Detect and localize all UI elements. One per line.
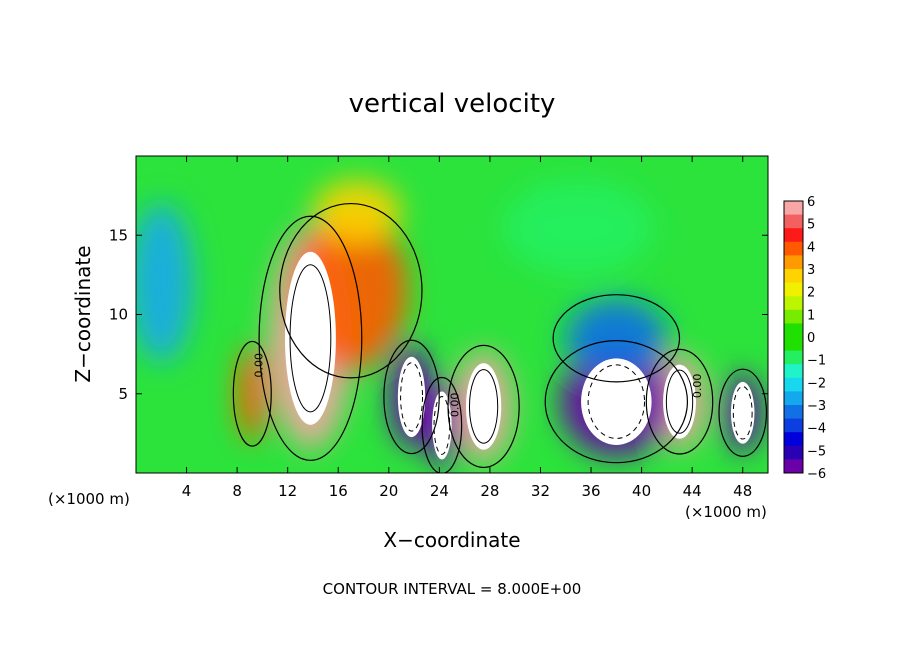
contour-label: 0.00 <box>448 393 461 418</box>
saturated-core <box>581 358 652 445</box>
contour-line <box>587 364 646 439</box>
x-tick-label: 8 <box>232 482 242 500</box>
saturated-core <box>465 363 502 450</box>
colorbar-tick-label: 4 <box>807 240 815 255</box>
x-tick-label: 24 <box>430 482 449 500</box>
colorbar-swatch <box>784 432 803 447</box>
saturated-core <box>663 364 696 439</box>
y-tick-label: 5 <box>118 385 128 403</box>
colorbar-swatch <box>784 214 803 229</box>
field-cell <box>136 203 193 363</box>
colorbar-tick-label: −3 <box>807 399 826 414</box>
y-tick-label: 15 <box>109 226 128 244</box>
y-axis-label: Z−coordinate <box>71 245 95 382</box>
zero-contour <box>383 339 440 455</box>
x-tick-label: 20 <box>379 482 398 500</box>
y-axis: 5 10 15 <box>109 226 768 403</box>
plot-area: 0.00 0.00 0.00 <box>136 156 768 473</box>
colorbar-swatch <box>784 296 803 311</box>
colorbar-swatch <box>784 459 803 474</box>
saturated-core <box>397 356 426 438</box>
colorbar-tick-label: 6 <box>807 195 815 210</box>
colorbar-swatch <box>784 282 803 297</box>
chart-title: vertical velocity <box>349 89 556 119</box>
contour-lines: 0.00 0.00 0.00 <box>232 202 768 473</box>
colorbar-swatch <box>784 405 803 420</box>
colorbar-swatch <box>784 255 803 270</box>
x-tick-label: 16 <box>329 482 348 500</box>
colorbar-frame <box>783 200 804 474</box>
contour-line <box>289 264 332 413</box>
field-cell <box>312 179 402 244</box>
x-tick-label: 48 <box>733 482 752 500</box>
colorbar-swatch <box>784 269 803 284</box>
colorbar-swatch <box>784 418 803 433</box>
contour-label: 0.00 <box>691 374 704 399</box>
colorbar-swatch <box>784 337 803 352</box>
x-axis: 4 8 12 16 20 24 28 32 36 40 44 48 <box>182 156 752 500</box>
x-tick-label: 28 <box>480 482 499 500</box>
colorbar-tick-label: −1 <box>807 354 826 369</box>
x-tick-label: 12 <box>278 482 297 500</box>
colorbar-swatch <box>784 391 803 406</box>
y-tick-label: 10 <box>109 306 128 324</box>
contour-line <box>400 362 424 432</box>
colorbar-tick-label: −5 <box>807 444 826 459</box>
x-unit-right: (×1000 m) <box>685 503 767 521</box>
contour-line <box>468 369 499 444</box>
x-unit-left: (×1000 m) <box>48 490 130 508</box>
zero-contour <box>544 340 689 464</box>
colorbar-tick-label: −4 <box>807 422 826 437</box>
colorbar-tick-label: 0 <box>807 331 815 346</box>
zero-contour <box>232 340 272 447</box>
colorbar-swatch <box>784 377 803 392</box>
x-tick-label: 40 <box>632 482 651 500</box>
contour-interval-note: CONTOUR INTERVAL = 8.000E+00 <box>323 580 582 598</box>
colorbar-tick-label: −6 <box>807 467 826 482</box>
colorbar: 6 5 4 3 2 1 0 −1 −2 −3 −4 −5 −6 <box>783 195 826 482</box>
x-axis-label: X−coordinate <box>383 528 520 552</box>
colorbar-swatch <box>784 445 803 460</box>
colorbar-swatch <box>784 241 803 256</box>
colorbar-swatch <box>784 201 803 216</box>
colorbar-swatch <box>784 228 803 243</box>
colorbar-tick-label: 2 <box>807 286 815 301</box>
saturated-core <box>730 381 755 444</box>
zero-contour <box>645 348 714 455</box>
colorbar-tick-label: −2 <box>807 376 826 391</box>
saturated-core <box>432 391 452 460</box>
field-cell <box>237 346 268 442</box>
contour-label: 0.00 <box>252 353 265 378</box>
x-tick-label: 4 <box>182 482 192 500</box>
zero-contour <box>718 368 768 457</box>
velocity-field <box>136 179 762 470</box>
x-tick-label: 32 <box>531 482 550 500</box>
contour-line <box>665 369 694 434</box>
contour-line <box>732 385 753 440</box>
field-cell <box>502 179 655 275</box>
colorbar-tick-label: 5 <box>807 218 815 233</box>
colorbar-tick-label: 3 <box>807 263 815 278</box>
saturated-core <box>284 251 336 425</box>
colorbar-swatch <box>784 350 803 365</box>
field-cell <box>565 298 667 378</box>
x-tick-label: 36 <box>581 482 600 500</box>
zero-contour <box>447 344 520 469</box>
x-tick-label: 44 <box>683 482 702 500</box>
colorbar-swatch <box>784 309 803 324</box>
colorbar-swatch <box>784 323 803 338</box>
colorbar-tick-label: 1 <box>807 308 815 323</box>
zero-contour <box>279 202 423 379</box>
colorbar-swatch <box>784 364 803 379</box>
zero-contour <box>421 376 463 473</box>
zero-contour <box>552 294 681 383</box>
zero-contour <box>258 215 363 461</box>
